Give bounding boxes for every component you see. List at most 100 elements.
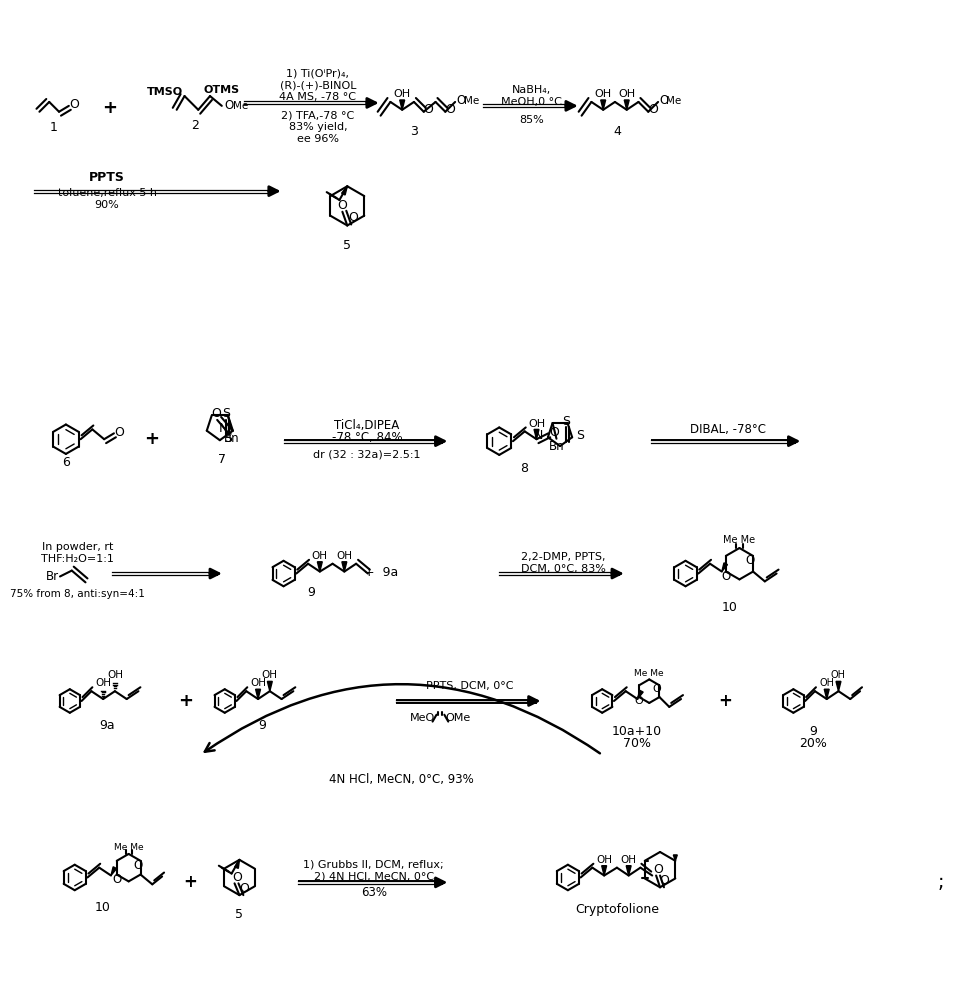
Text: 10a+10: 10a+10 bbox=[612, 725, 662, 738]
Text: 83% yield,: 83% yield, bbox=[289, 122, 348, 132]
Text: Me: Me bbox=[233, 101, 247, 111]
Polygon shape bbox=[722, 563, 727, 572]
Text: toluene,reflux 5 h: toluene,reflux 5 h bbox=[58, 188, 157, 198]
Text: O: O bbox=[456, 94, 465, 107]
Polygon shape bbox=[342, 186, 348, 195]
Text: 1: 1 bbox=[49, 121, 57, 134]
Text: OTMS: OTMS bbox=[204, 85, 240, 95]
Text: OH: OH bbox=[831, 670, 846, 680]
Text: 9: 9 bbox=[307, 586, 315, 599]
Text: MeOH,0 °C: MeOH,0 °C bbox=[501, 97, 562, 107]
Text: Cryptofolione: Cryptofolione bbox=[575, 903, 659, 916]
Text: S: S bbox=[576, 429, 585, 442]
Polygon shape bbox=[836, 681, 841, 691]
Text: 20%: 20% bbox=[799, 737, 827, 750]
Text: NaBH₄,: NaBH₄, bbox=[512, 85, 551, 95]
Text: ;: ; bbox=[937, 873, 944, 892]
Text: OH: OH bbox=[312, 551, 327, 561]
Text: Bn: Bn bbox=[224, 432, 240, 445]
Text: 4A MS, -78 °C: 4A MS, -78 °C bbox=[279, 92, 356, 102]
Text: O: O bbox=[133, 859, 143, 872]
Text: 75% from 8, anti:syn=4:1: 75% from 8, anti:syn=4:1 bbox=[11, 589, 145, 599]
Text: Me: Me bbox=[666, 96, 681, 106]
Text: 1) Grubbs II, DCM, reflux;: 1) Grubbs II, DCM, reflux; bbox=[303, 860, 444, 870]
Text: 2) TFA,-78 °C: 2) TFA,-78 °C bbox=[281, 111, 354, 121]
Text: O: O bbox=[648, 103, 658, 116]
Text: (R)-(+)-BINOL: (R)-(+)-BINOL bbox=[279, 80, 356, 90]
Polygon shape bbox=[626, 866, 631, 876]
Polygon shape bbox=[624, 100, 629, 110]
Text: ee 96%: ee 96% bbox=[297, 134, 339, 144]
Text: 4N HCl, MeCN, 0°C, 93%: 4N HCl, MeCN, 0°C, 93% bbox=[328, 773, 474, 786]
Text: S: S bbox=[222, 407, 230, 420]
Text: 5: 5 bbox=[343, 239, 351, 252]
Text: O: O bbox=[112, 873, 121, 886]
Polygon shape bbox=[400, 100, 404, 110]
Text: OMe: OMe bbox=[445, 713, 471, 723]
Text: O: O bbox=[659, 94, 668, 107]
Text: +: + bbox=[178, 692, 193, 710]
Text: 2) 4N HCl, MeCN, 0°C: 2) 4N HCl, MeCN, 0°C bbox=[314, 871, 433, 881]
Text: O: O bbox=[721, 570, 731, 583]
Text: OH: OH bbox=[250, 678, 266, 688]
Text: DIBAL, -78°C: DIBAL, -78°C bbox=[690, 423, 766, 436]
Text: 85%: 85% bbox=[519, 115, 544, 125]
Text: OH: OH bbox=[596, 855, 612, 865]
Text: 90%: 90% bbox=[94, 200, 119, 210]
Polygon shape bbox=[235, 860, 240, 868]
Polygon shape bbox=[673, 855, 677, 861]
Text: THF:H₂O=1:1: THF:H₂O=1:1 bbox=[41, 554, 114, 564]
Text: Me Me: Me Me bbox=[723, 535, 756, 545]
Text: +: + bbox=[143, 430, 159, 448]
Text: 6: 6 bbox=[62, 456, 70, 469]
Text: O: O bbox=[211, 407, 221, 420]
Text: N: N bbox=[219, 422, 228, 435]
Text: OH: OH bbox=[618, 89, 636, 99]
Text: OH: OH bbox=[336, 551, 352, 561]
Text: Me: Me bbox=[464, 96, 480, 106]
Text: PPTS: PPTS bbox=[90, 171, 125, 184]
Polygon shape bbox=[534, 429, 539, 439]
Text: 2: 2 bbox=[192, 119, 199, 132]
Polygon shape bbox=[318, 562, 323, 572]
Text: O: O bbox=[349, 211, 358, 224]
Text: +  9a: + 9a bbox=[364, 566, 399, 579]
Text: TiCl₄,DIPEA: TiCl₄,DIPEA bbox=[334, 419, 400, 432]
Text: O: O bbox=[445, 103, 455, 116]
Text: S: S bbox=[562, 415, 570, 428]
Text: TMSO: TMSO bbox=[146, 87, 183, 97]
Text: O: O bbox=[68, 98, 79, 111]
Text: O: O bbox=[549, 426, 560, 439]
Text: 5: 5 bbox=[235, 908, 244, 921]
Text: OH: OH bbox=[394, 89, 411, 99]
Text: O: O bbox=[652, 684, 661, 694]
Text: 4: 4 bbox=[613, 125, 621, 138]
Text: 9a: 9a bbox=[99, 719, 115, 732]
Text: DCM, 0°C, 83%: DCM, 0°C, 83% bbox=[521, 564, 606, 574]
Text: OH: OH bbox=[621, 855, 637, 865]
Text: 1) Ti(OⁱPr)₄,: 1) Ti(OⁱPr)₄, bbox=[286, 69, 350, 79]
Text: 9: 9 bbox=[809, 725, 817, 738]
Text: N: N bbox=[534, 429, 543, 442]
Text: 8: 8 bbox=[520, 462, 528, 475]
Text: 7: 7 bbox=[218, 453, 225, 466]
Text: Me Me: Me Me bbox=[114, 843, 143, 852]
Text: O: O bbox=[424, 103, 433, 116]
Text: +: + bbox=[102, 99, 117, 117]
Text: In powder, rt: In powder, rt bbox=[42, 542, 114, 552]
Text: PPTS, DCM, 0°C: PPTS, DCM, 0°C bbox=[426, 681, 513, 691]
Polygon shape bbox=[268, 681, 273, 691]
Text: O: O bbox=[232, 871, 243, 884]
Text: 9: 9 bbox=[258, 719, 266, 732]
Text: OH: OH bbox=[594, 89, 612, 99]
Text: O: O bbox=[224, 99, 234, 112]
Polygon shape bbox=[824, 689, 829, 699]
Text: S: S bbox=[223, 432, 232, 445]
Polygon shape bbox=[342, 562, 347, 572]
Polygon shape bbox=[638, 690, 643, 699]
Text: 70%: 70% bbox=[622, 737, 651, 750]
Text: O: O bbox=[239, 882, 248, 895]
Polygon shape bbox=[601, 100, 606, 110]
Text: Me Me: Me Me bbox=[635, 669, 664, 678]
Polygon shape bbox=[111, 867, 117, 876]
